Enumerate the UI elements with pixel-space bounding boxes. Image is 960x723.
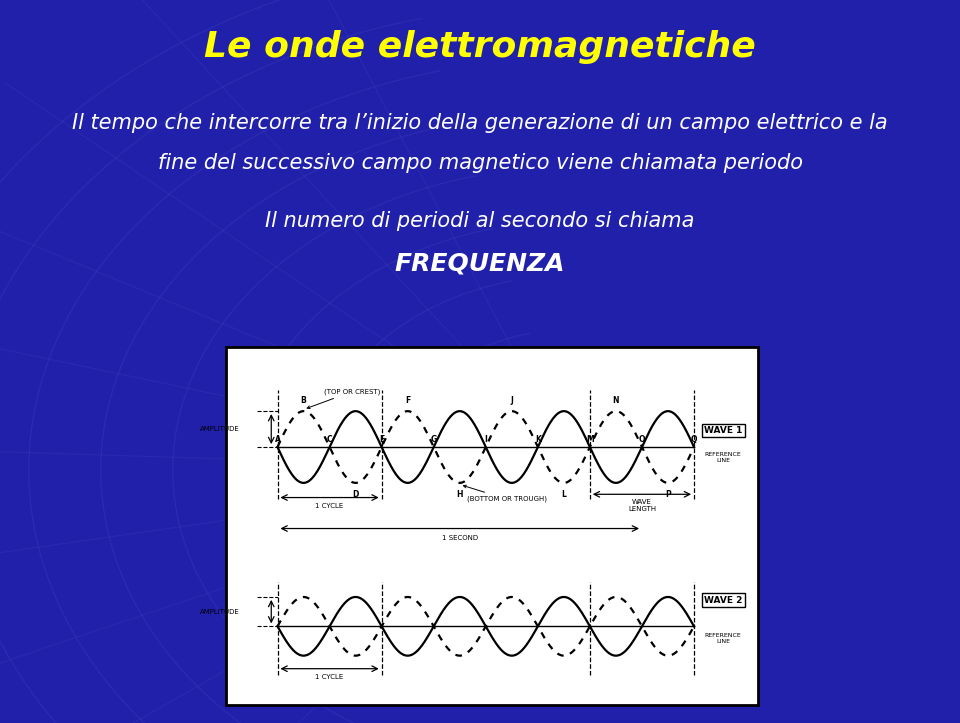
Text: AMPLITUDE: AMPLITUDE xyxy=(201,609,240,615)
Text: Il tempo che intercorre tra l’inizio della generazione di un campo elettrico e l: Il tempo che intercorre tra l’inizio del… xyxy=(72,113,888,133)
Text: L: L xyxy=(562,490,566,499)
Text: G: G xyxy=(431,435,437,444)
Text: Q: Q xyxy=(691,435,697,444)
Text: H: H xyxy=(456,490,463,499)
Text: AMPLITUDE: AMPLITUDE xyxy=(201,426,240,432)
Text: Il numero di periodi al secondo si chiama: Il numero di periodi al secondo si chiam… xyxy=(265,210,695,231)
Text: WAVE
LENGTH: WAVE LENGTH xyxy=(628,499,656,512)
Text: A: A xyxy=(275,435,280,444)
Text: 1 SECOND: 1 SECOND xyxy=(442,535,478,541)
Text: K: K xyxy=(535,435,540,444)
Text: fine del successivo campo magnetico viene chiamata periodo: fine del successivo campo magnetico vien… xyxy=(157,153,803,173)
Text: B: B xyxy=(300,396,306,406)
Text: N: N xyxy=(612,396,619,406)
Text: C: C xyxy=(326,435,332,444)
Text: WAVE 1: WAVE 1 xyxy=(704,427,742,435)
Text: REFERENCE
LINE: REFERENCE LINE xyxy=(705,633,741,643)
Text: E: E xyxy=(379,435,384,444)
Text: O: O xyxy=(638,435,645,444)
Text: (TOP OR CREST): (TOP OR CREST) xyxy=(307,388,381,408)
Text: J: J xyxy=(511,396,514,406)
Text: M: M xyxy=(586,435,593,444)
Text: FREQUENZA: FREQUENZA xyxy=(395,252,565,276)
Text: 1 CYCLE: 1 CYCLE xyxy=(316,674,344,680)
Text: 1 CYCLE: 1 CYCLE xyxy=(316,503,344,510)
Bar xyxy=(226,347,758,705)
Text: Le onde elettromagnetiche: Le onde elettromagnetiche xyxy=(204,30,756,64)
Text: (BOTTOM OR TROUGH): (BOTTOM OR TROUGH) xyxy=(464,485,546,502)
Text: P: P xyxy=(665,490,671,499)
Text: D: D xyxy=(352,490,359,499)
Text: I: I xyxy=(484,435,487,444)
Text: WAVE 2: WAVE 2 xyxy=(704,596,742,604)
Text: F: F xyxy=(405,396,410,406)
Text: REFERENCE
LINE: REFERENCE LINE xyxy=(705,452,741,463)
